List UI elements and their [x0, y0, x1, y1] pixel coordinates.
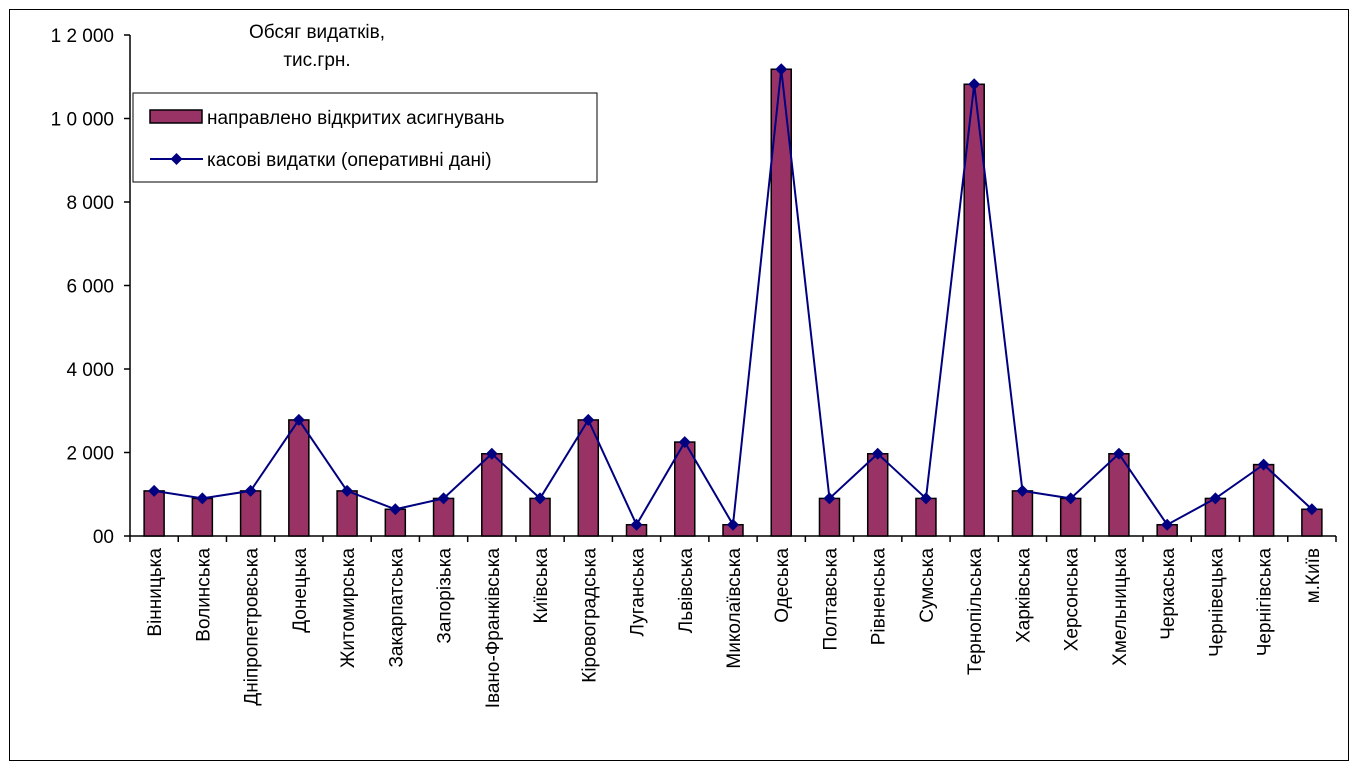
line-point	[196, 492, 209, 505]
x-tick-label: Луганська	[628, 548, 649, 637]
x-tick-label: Житомирська	[338, 548, 359, 669]
bar	[1011, 490, 1034, 537]
x-tick-label: м.Київ	[1303, 548, 1324, 603]
line-point	[823, 492, 836, 505]
line-point	[1016, 484, 1029, 497]
line-point	[678, 436, 691, 449]
axes	[124, 34, 1337, 542]
bar	[674, 441, 696, 537]
line-point	[630, 518, 643, 531]
bar	[1108, 453, 1130, 537]
line-point	[341, 484, 354, 497]
line-point	[292, 413, 305, 426]
legend: направлено відкритих асигнувань касові в…	[132, 92, 598, 183]
x-tick-label: Сумська	[917, 548, 938, 623]
x-tick-label: Запорізька	[435, 548, 456, 644]
line-point	[485, 447, 498, 460]
x-tick-label: Тернопільська	[965, 548, 986, 675]
line-point	[244, 484, 257, 497]
y-tick-label: 1 0 000	[51, 110, 114, 131]
x-tick-label: Одеська	[772, 548, 793, 623]
x-tick-label: Рівненська	[869, 548, 890, 646]
chart-frame	[9, 9, 1349, 761]
legend-box	[132, 92, 598, 183]
legend-line-marker	[170, 153, 183, 165]
legend-bar-label: направлено відкритих асигнувань	[207, 108, 505, 129]
x-tick-label: Кіровоградська	[579, 548, 600, 683]
y-axis-caption-line2: тис.грн.	[283, 50, 350, 71]
bar	[1252, 463, 1275, 537]
line-point	[968, 78, 981, 91]
line-point	[727, 518, 739, 531]
x-tick-label: Харківська	[1013, 548, 1034, 643]
line-point	[389, 503, 402, 516]
line-point	[919, 492, 932, 505]
bar	[143, 490, 165, 537]
x-tick-label: Хмельницька	[1110, 548, 1131, 666]
x-tick-label: Полтавська	[820, 548, 841, 651]
line-series	[148, 63, 1318, 531]
legend-bar-swatch	[149, 109, 203, 124]
legend-line-label: касові видатки (оперативні дані)	[207, 150, 492, 171]
x-tick-label: Чернігівська	[1255, 548, 1276, 657]
line-point	[534, 492, 547, 505]
x-tick-label: Закарпатська	[386, 548, 407, 668]
x-tick-label: Донецька	[290, 548, 311, 633]
bar	[288, 419, 310, 537]
y-tick-label: 00	[93, 527, 114, 548]
line-point	[148, 484, 161, 497]
x-tick-label: Черкаська	[1158, 548, 1179, 640]
line-point	[871, 447, 884, 460]
y-tick-label: 6 000	[66, 277, 114, 298]
line-point	[1305, 503, 1318, 516]
y-tick-label: 1 2 000	[51, 26, 114, 47]
y-tick-label: 4 000	[66, 360, 114, 381]
line-point	[1064, 492, 1077, 505]
x-tick-label: Івано-Франківська	[483, 548, 504, 709]
line-point	[1257, 458, 1270, 471]
line-point	[1161, 518, 1174, 531]
x-tick-label: Вінницька	[145, 548, 166, 637]
y-tick-label: 8 000	[66, 193, 114, 214]
line-point	[437, 492, 450, 505]
y-tick-label: 2 000	[66, 444, 114, 465]
bar	[336, 490, 358, 537]
x-tick-label: Київська	[531, 548, 552, 624]
line-point	[775, 63, 788, 76]
line-point	[1209, 492, 1222, 505]
line-point	[582, 413, 595, 426]
line-point	[1112, 447, 1125, 460]
bar	[481, 453, 503, 537]
bar	[239, 490, 262, 537]
y-tick-labels: 00 2 000 4 000 6 000 8 000 1 0 000 1 2 000	[51, 26, 114, 548]
x-tick-label: Львівська	[676, 548, 697, 634]
x-tick-labels: Вінницька Волинська Дніпропетровська Донець…	[145, 548, 1324, 709]
x-tick-label: Волинська	[193, 548, 214, 642]
x-tick-label: Чернівецька	[1206, 548, 1227, 657]
bar	[866, 453, 889, 537]
bar-series	[143, 68, 1323, 537]
x-tick-label: Херсонська	[1062, 548, 1083, 652]
x-tick-label: Дніпропетровська	[242, 548, 263, 706]
x-tick-label: Миколаївська	[724, 548, 745, 669]
y-axis-caption-line1: Обсяг видатків,	[249, 22, 385, 43]
